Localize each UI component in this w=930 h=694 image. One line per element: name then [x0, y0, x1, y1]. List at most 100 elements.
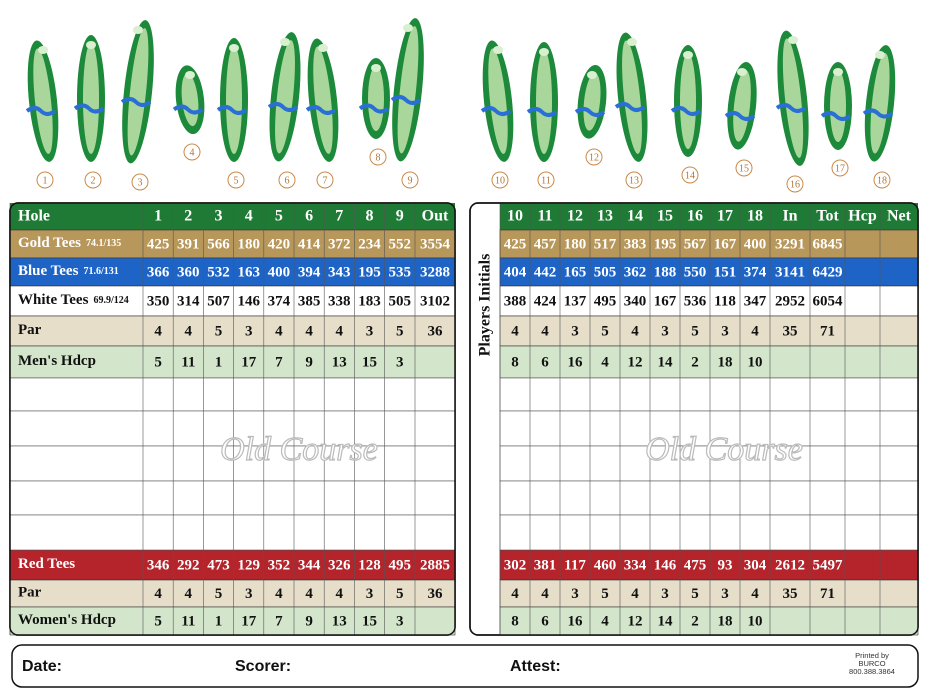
cell-value: 10 — [748, 613, 763, 629]
cell-value: 234 — [358, 236, 381, 252]
cell-value: 5 — [215, 586, 223, 602]
cell-value: 4 — [336, 586, 344, 602]
cell-value: 505 — [594, 264, 617, 280]
cell-value: 4 — [631, 323, 639, 339]
cell-value: 391 — [177, 236, 200, 252]
cell-value: 517 — [594, 236, 617, 252]
fairway — [397, 26, 419, 154]
water — [480, 106, 512, 116]
header-cell: 5 — [275, 208, 283, 225]
cell-value: 304 — [744, 557, 767, 573]
cell-value: 495 — [594, 293, 617, 309]
cell-value: 374 — [744, 264, 767, 280]
hole-number-circle — [585, 148, 603, 166]
header-cell: Out — [422, 208, 449, 225]
green — [185, 71, 195, 79]
green — [229, 44, 239, 52]
cell-value: 6429 — [813, 264, 843, 280]
cell-value: 146 — [654, 557, 677, 573]
row-label: Par — [18, 585, 42, 601]
cell-value: 3554 — [420, 236, 451, 252]
water — [614, 102, 646, 112]
cell-value: 3 — [721, 323, 729, 339]
cell-value: 165 — [564, 264, 587, 280]
watermark: Old Course — [220, 431, 378, 468]
cell-value: 5 — [601, 323, 609, 339]
cell-value: 505 — [388, 293, 411, 309]
cell-value: 338 — [328, 293, 351, 309]
hole-number: 13 — [629, 175, 639, 186]
cell-value: 2 — [691, 354, 699, 370]
row-band — [499, 257, 919, 287]
watermark: Old Course — [645, 431, 803, 468]
cell-value: 11 — [181, 354, 195, 370]
hole-number-circle — [735, 159, 753, 177]
cell-value: 11 — [181, 613, 195, 629]
cell-value: 343 — [328, 264, 351, 280]
cell-value: 7 — [275, 354, 283, 370]
hole-number: 7 — [323, 175, 328, 186]
cell-value: 15 — [362, 354, 377, 370]
tee-rating: 69.9/124 — [93, 295, 128, 306]
tee-rating: 71.6/131 — [83, 266, 118, 277]
cell-value: 350 — [147, 293, 170, 309]
cell-value: 3102 — [420, 293, 450, 309]
cell-value: 4 — [631, 586, 639, 602]
cell-value: 12 — [628, 354, 643, 370]
cell-value: 340 — [624, 293, 647, 309]
hole-number: 17 — [835, 163, 845, 174]
cell-value: 1 — [215, 613, 223, 629]
hole-number: 5 — [234, 175, 239, 186]
cell-value: 6 — [541, 613, 549, 629]
water — [216, 105, 248, 115]
blank-row — [499, 445, 919, 482]
cell-value: 4 — [275, 323, 283, 339]
row-band — [9, 606, 456, 636]
fairway — [313, 46, 333, 154]
fairway — [536, 50, 552, 154]
cell-value: 473 — [207, 557, 230, 573]
cell-value: 3141 — [775, 264, 805, 280]
row-band — [499, 229, 919, 259]
cell-value: 36 — [428, 586, 444, 602]
cell-value: 180 — [564, 236, 587, 252]
row-band — [499, 606, 919, 636]
cell-value: 4 — [751, 323, 759, 339]
cell-value: 15 — [362, 613, 377, 629]
hole-number: 12 — [589, 152, 599, 163]
blank-row — [499, 377, 919, 412]
row-band — [499, 549, 919, 581]
cell-value: 4 — [336, 323, 344, 339]
cell-value: 460 — [594, 557, 617, 573]
cell-value: 404 — [504, 264, 527, 280]
cell-value: 4 — [541, 323, 549, 339]
hole-number: 16 — [790, 179, 800, 190]
hole-number-circle — [84, 171, 102, 189]
blank-row — [499, 480, 919, 516]
water — [25, 106, 57, 116]
water — [172, 104, 204, 115]
cell-value: 3 — [245, 323, 253, 339]
row-label-text: Red Tees — [18, 556, 75, 572]
row-band — [499, 345, 919, 379]
cell-value: 2885 — [420, 557, 450, 573]
cell-value: 35 — [783, 586, 798, 602]
cell-value: 3 — [245, 586, 253, 602]
fairway — [275, 40, 295, 154]
cell-value: 475 — [684, 557, 707, 573]
hole-number-circle — [183, 143, 201, 161]
cell-value: 4 — [601, 354, 609, 370]
cell-value: 347 — [744, 293, 767, 309]
cell-value: 352 — [268, 557, 291, 573]
green — [493, 46, 503, 54]
water — [390, 95, 422, 105]
cell-value: 442 — [534, 264, 557, 280]
row-band — [9, 579, 456, 608]
cell-value: 35 — [783, 323, 798, 339]
hole-number-circle — [625, 171, 643, 189]
tee-rating: 74.1/135 — [86, 238, 121, 249]
row-label: Women's Hdcp — [18, 612, 116, 628]
fairway — [870, 53, 890, 154]
printer-info: BURCO — [858, 659, 885, 668]
